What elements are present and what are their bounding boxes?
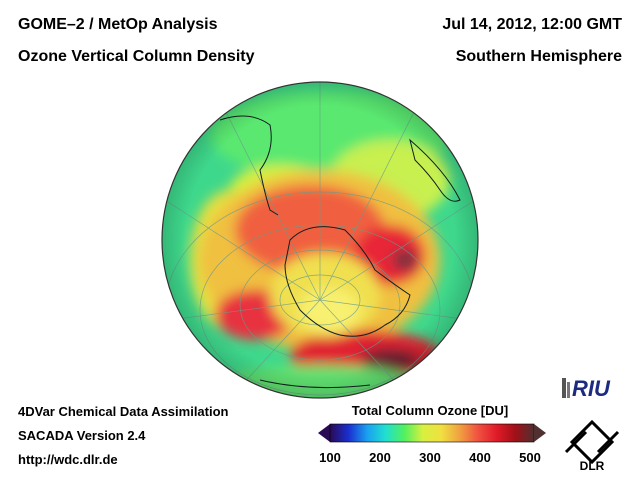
colorbar-tick-200: 200 bbox=[369, 450, 391, 465]
colorbar-tick-300: 300 bbox=[419, 450, 441, 465]
colorbar-gradient bbox=[329, 423, 535, 443]
colorbar-high-arrow bbox=[534, 424, 546, 442]
colorbar-low-arrow bbox=[318, 424, 330, 442]
dlr-logo-text: DLR bbox=[580, 459, 605, 472]
riu-logo-text: RIU bbox=[572, 376, 611, 401]
nz-coast bbox=[429, 364, 451, 375]
colorbar-tick-100: 100 bbox=[319, 450, 341, 465]
colorbar-tick-400: 400 bbox=[469, 450, 491, 465]
region-label: Southern Hemisphere bbox=[455, 48, 622, 65]
date-label: Jul 14, 2012, 12:00 GMT bbox=[442, 16, 622, 33]
ozone-globe-map bbox=[160, 80, 480, 400]
dlr-logo: DLR bbox=[564, 419, 620, 472]
globe-svg bbox=[161, 81, 479, 399]
colorbar-tick-500: 500 bbox=[519, 450, 541, 465]
footer-url-link[interactable]: http://wdc.dlr.de bbox=[18, 452, 118, 467]
globe-shading bbox=[162, 82, 478, 398]
riu-logo: RIU bbox=[562, 376, 611, 401]
colorbar-title: Total Column Ozone [DU] bbox=[351, 403, 509, 418]
title-line1: GOME–2 / MetOp Analysis bbox=[18, 16, 218, 33]
title-line2: Ozone Vertical Column Density bbox=[18, 48, 255, 65]
globe-outline bbox=[161, 81, 479, 399]
footer-line2: SACADA Version 2.4 bbox=[18, 428, 146, 443]
footer-line1: 4DVar Chemical Data Assimilation bbox=[18, 404, 229, 419]
colorbar bbox=[318, 423, 546, 443]
